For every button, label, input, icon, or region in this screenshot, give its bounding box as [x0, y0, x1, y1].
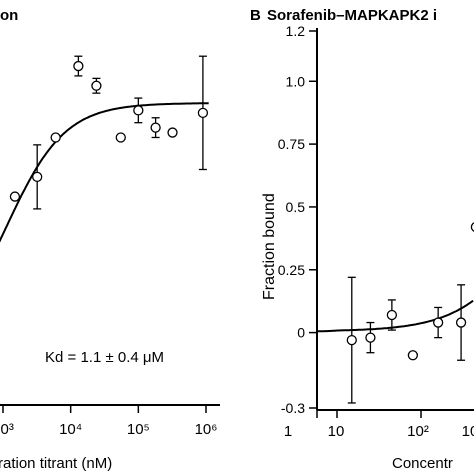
panel-a-x-tick-label: 10⁵	[127, 421, 150, 438]
panel-a-point	[167, 127, 178, 138]
panel-a-point	[133, 105, 144, 116]
panel-b-point	[386, 309, 398, 321]
panel-b-label: B	[250, 7, 261, 24]
panel-a-point	[73, 60, 84, 72]
panel-b-x-tick-label: 1	[284, 423, 292, 440]
panel-b-x-tick-label: 10	[328, 423, 345, 440]
panel-b-y-axis-label: Fraction bound	[261, 193, 278, 300]
panel-a-point	[50, 132, 61, 143]
panel-b-data-points	[346, 222, 474, 404]
panel-b-x-axis-label: Concentr	[392, 455, 453, 472]
panel-b-x-tick-label: 10²	[407, 423, 429, 440]
panel-b-point	[455, 317, 467, 328]
panel-b-y-tick-label: 0	[297, 325, 305, 341]
panel-b: B Sorafenib–MAPKAPK2 i 1.2 1.0 0.75 0.5 0.25…	[250, 7, 474, 472]
panel-a-x-tick-label: 10⁴	[59, 421, 82, 438]
panel-b-y-tick-label: 0.25	[278, 262, 305, 278]
panel-b-point	[432, 317, 444, 328]
panel-b-x-ticks: 1 10 10² 10	[284, 410, 474, 440]
panel-a-x-tick-label: 10⁶	[195, 421, 218, 438]
panel-a-point	[91, 80, 102, 91]
panel-a-title: on	[0, 7, 18, 24]
panel-a-data-points	[9, 55, 209, 210]
panel-b-x-tick-label: 10	[462, 423, 474, 440]
panel-b-y-tick-label: 0.75	[278, 136, 305, 152]
panel-b-title: Sorafenib–MAPKAPK2 i	[267, 7, 437, 24]
panel-b-point	[346, 334, 357, 346]
panel-a-point	[9, 191, 21, 202]
panel-b-y-tick-label: -0.3	[281, 400, 305, 416]
panel-b-y-tick-label: 1.2	[286, 23, 306, 39]
panel-a-point	[115, 132, 126, 143]
panel-a-x-axis-label: ration titrant (nM)	[0, 455, 112, 472]
panel-a-point	[32, 171, 43, 183]
panel-b-point	[470, 222, 474, 232]
kd-annotation: Kd = 1.1 ± 0.4 μM	[45, 349, 164, 366]
panel-b-y-ticks: 1.2 1.0 0.75 0.5 0.25 0 -0.3	[278, 23, 317, 416]
panel-a-point	[150, 122, 161, 133]
panel-a-x-ticks: 10³ 10⁴ 10⁵ 10⁶	[0, 405, 217, 438]
panel-b-y-tick-label: 0.5	[286, 199, 306, 215]
panel-b-point	[365, 332, 376, 343]
panel-b-point	[407, 350, 419, 361]
panel-a-x-tick-label: 10³	[0, 421, 14, 438]
panel-a: on 10³ 10⁴ 10⁵ 10⁶ Kd = 1.1 ± 0.4 μM ration…	[0, 7, 220, 472]
panel-a-point	[197, 107, 209, 119]
panel-b-y-tick-label: 1.0	[286, 73, 306, 89]
panel-a-fit-curve	[0, 102, 209, 243]
